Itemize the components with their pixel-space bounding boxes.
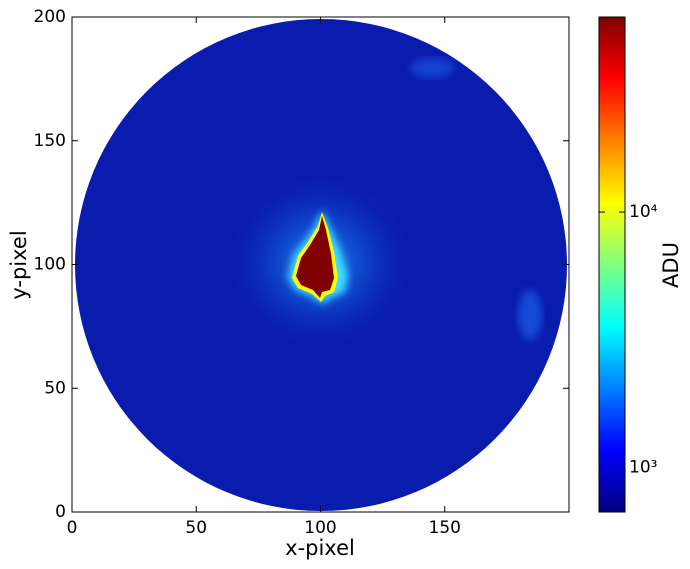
colorbar-tick-label: 10⁴	[629, 202, 658, 222]
image	[75, 19, 567, 511]
y-tick-label: 0	[55, 502, 66, 522]
colorbar	[598, 16, 626, 513]
y-axis-label: y-pixel	[7, 230, 31, 299]
y-tick-label: 150	[34, 131, 66, 151]
y-tick-label: 200	[34, 7, 66, 27]
y-tick-label: 50	[44, 378, 66, 398]
spot	[518, 290, 542, 340]
y-tick-label: 100	[34, 255, 66, 275]
x-tick-label: 50	[185, 518, 207, 538]
x-tick-label: 150	[429, 518, 461, 538]
colorbar-label: ADU	[659, 242, 683, 288]
x-tick-label: 100	[304, 518, 336, 538]
x-tick-label: 0	[67, 518, 78, 538]
spot	[410, 58, 454, 78]
colorbar-tick-label: 10³	[629, 458, 657, 478]
hotspot	[296, 216, 334, 298]
x-axis-label: x-pixel	[285, 536, 355, 560]
